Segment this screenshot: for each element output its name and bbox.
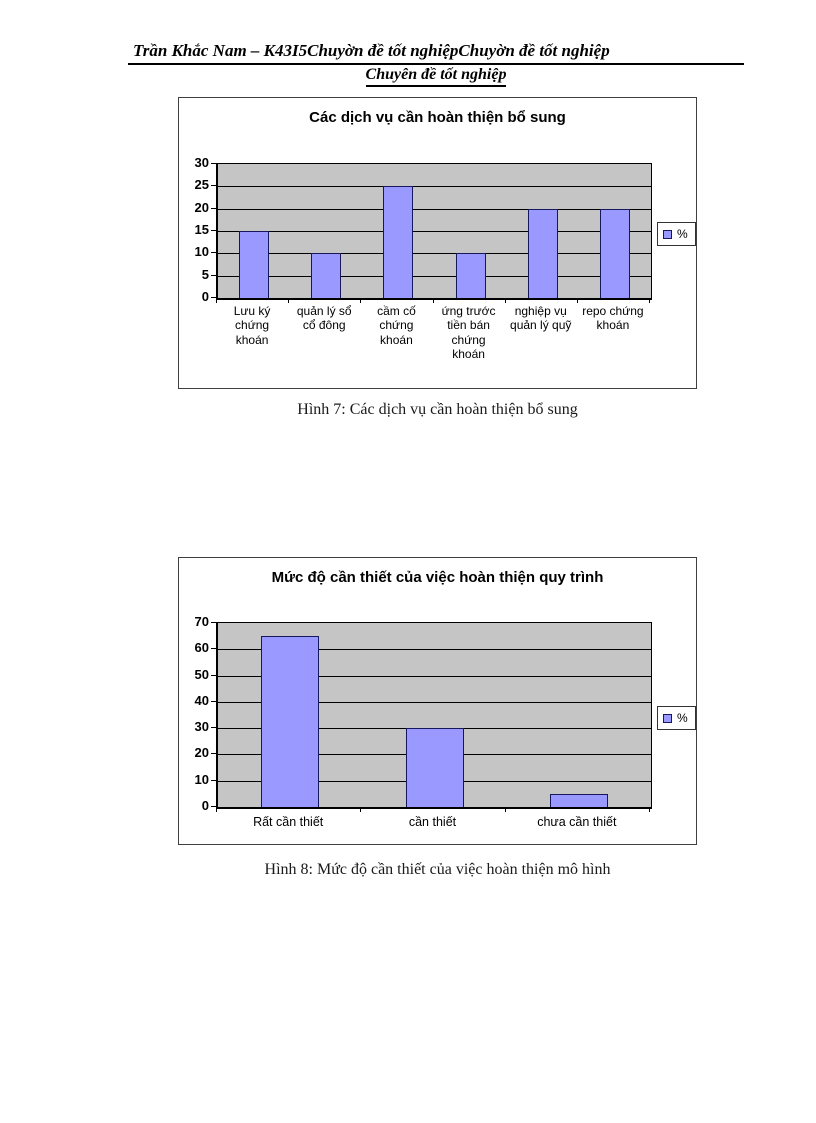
- y-axis-label: 20: [194, 199, 209, 215]
- x-axis-label: cầm cố chứng khoán: [377, 304, 416, 347]
- bar: [405, 728, 464, 807]
- y-axis-tick: [211, 185, 216, 187]
- figure7-caption: Hình 7: Các dịch vụ cần hoàn thiện bổ su…: [297, 401, 578, 418]
- bar: [239, 231, 270, 298]
- y-axis-label: 25: [194, 177, 209, 193]
- x-axis-label: Lưu ký chứng khoán: [233, 304, 271, 347]
- bar: [549, 793, 608, 807]
- x-axis-label: ứng trước tiền bán chứng khoán: [441, 304, 496, 362]
- x-axis-label: repo chứng khoán: [582, 304, 644, 333]
- y-axis-label: 0: [201, 798, 209, 813]
- y-axis-tick: [211, 207, 216, 209]
- y-axis-tick: [211, 297, 216, 298]
- bar: [383, 186, 414, 298]
- y-axis-label: 0: [201, 289, 209, 304]
- x-axis-tick: [504, 808, 506, 812]
- x-axis-label: chưa cần thiết: [537, 815, 617, 829]
- y-axis-tick: [211, 230, 216, 231]
- gridline: [218, 275, 651, 277]
- y-axis-tick: [211, 700, 216, 702]
- x-axis-tick: [649, 808, 650, 812]
- y-axis-tick: [211, 674, 216, 676]
- legend: %: [657, 706, 696, 730]
- x-axis-tick: [360, 299, 362, 303]
- gridline: [218, 208, 651, 210]
- y-axis-tick: [211, 622, 216, 623]
- y-axis-label: 60: [194, 640, 209, 656]
- y-axis-tick: [211, 274, 216, 276]
- y-axis-label: 30: [194, 719, 209, 735]
- gridline: [218, 649, 651, 651]
- y-axis-label: 10: [194, 771, 209, 787]
- chart-title: Các dịch vụ cần hoàn thiện bổ sung: [309, 109, 566, 126]
- y-axis-label: 15: [194, 222, 209, 237]
- legend-label: %: [677, 227, 688, 241]
- y-axis-tick: [211, 727, 216, 729]
- header-subtitle: Chuyên đề tốt nghiệp: [365, 66, 507, 87]
- y-axis-tick: [211, 163, 216, 164]
- bar: [455, 253, 486, 298]
- x-axis-label: Rất cần thiết: [253, 815, 324, 829]
- figure7-chart: Các dịch vụ cần hoàn thiện bổ sung 0 5 10 15…: [178, 97, 697, 389]
- gridline: [218, 253, 651, 255]
- x-axis-label: cần thiết: [408, 815, 457, 829]
- legend-label: %: [677, 711, 688, 725]
- figure8-caption: Hình 8: Mức độ cần thiết của việc hoàn t…: [264, 861, 611, 878]
- bar: [599, 208, 630, 298]
- y-axis-tick: [211, 806, 216, 807]
- y-axis-label: 30: [194, 155, 209, 170]
- y-axis-label: 70: [194, 614, 209, 629]
- x-axis-tick: [216, 299, 217, 303]
- chart-title: Mức độ cần thiết của việc hoàn thiện quy…: [271, 569, 604, 586]
- header-subtitle-row: Chuyên đề tốt nghiệp: [128, 66, 744, 87]
- y-axis-tick: [211, 252, 216, 254]
- y-axis-tick: [211, 648, 216, 650]
- x-axis-label: nghiệp vụ quản lý quỹ: [510, 304, 572, 333]
- x-axis-tick: [504, 299, 506, 303]
- x-axis-tick: [360, 808, 362, 812]
- x-axis-tick: [576, 299, 578, 303]
- y-axis-tick: [211, 779, 216, 781]
- y-axis-label: 10: [194, 244, 209, 260]
- legend-marker-icon: [663, 229, 672, 239]
- gridline: [218, 231, 651, 232]
- gridline: [218, 701, 651, 703]
- x-axis-tick: [432, 299, 434, 303]
- bar: [261, 636, 320, 807]
- y-axis-label: 5: [201, 266, 209, 282]
- figure8-chart: Mức độ cần thiết của việc hoàn thiện quy…: [178, 557, 697, 845]
- x-axis-tick: [288, 299, 290, 303]
- y-axis-label: 20: [194, 745, 209, 761]
- legend: %: [657, 222, 696, 246]
- gridline: [218, 186, 651, 188]
- gridline: [218, 675, 651, 677]
- x-axis-label: quản lý sổ cổ đông: [296, 304, 352, 333]
- x-axis-tick: [216, 808, 217, 812]
- bar: [311, 253, 342, 298]
- y-axis-tick: [211, 753, 216, 755]
- x-axis-tick: [649, 299, 650, 303]
- header-title: Trần Khắc Nam – K43I5Chuyờn đề tốt nghiệ…: [128, 41, 744, 65]
- page-header: Trần Khắc Nam – K43I5Chuyờn đề tốt nghiệ…: [128, 41, 744, 87]
- plot-area: [216, 622, 652, 809]
- y-axis-label: 50: [194, 666, 209, 682]
- y-axis-label: 40: [194, 692, 209, 708]
- plot-area: [216, 163, 652, 300]
- legend-marker-icon: [663, 713, 672, 723]
- bar: [527, 208, 558, 298]
